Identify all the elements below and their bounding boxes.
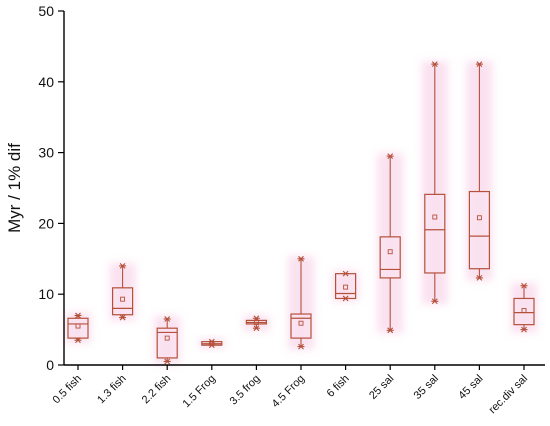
y-axis-label: Myr / 1% dif	[5, 143, 24, 233]
mean-marker	[75, 323, 81, 329]
max-marker	[119, 262, 126, 269]
max-marker	[521, 282, 527, 289]
box-rect	[67, 317, 89, 339]
x-tick-label: 1.5 Frog	[180, 373, 217, 410]
mean-marker	[343, 284, 349, 290]
max-marker	[431, 61, 438, 67]
box-glow	[332, 270, 359, 302]
mean-marker	[432, 214, 438, 220]
x-tick-label: 25 sal	[367, 373, 396, 402]
mean-marker	[476, 215, 482, 221]
box-rect	[513, 297, 535, 326]
min-marker	[208, 342, 215, 349]
min-marker	[476, 275, 483, 281]
y-tick-label: 40	[38, 74, 54, 90]
axes-layer	[63, 11, 545, 366]
y-tick-label: 30	[38, 145, 54, 161]
y-ticks: 0 10 20 30 40 50	[38, 3, 64, 373]
max-marker	[298, 255, 304, 262]
box-rect	[468, 190, 490, 270]
box-rect	[290, 313, 312, 339]
max-marker	[164, 316, 171, 322]
box-rect	[379, 236, 401, 279]
x-tick-label: 35 sal	[412, 373, 441, 402]
mean-marker	[120, 296, 126, 302]
box-rect	[156, 327, 178, 359]
max-marker	[75, 312, 81, 319]
y-tick-label: 10	[38, 286, 54, 302]
max-marker	[387, 153, 394, 160]
glow-layer	[65, 61, 537, 365]
max-marker	[253, 315, 260, 322]
min-marker	[75, 337, 81, 344]
x-tick-label: 45 sal	[456, 373, 485, 402]
x-tick-label: rec.div sal	[487, 373, 531, 417]
x-tick-label: 3.5 frog	[228, 373, 263, 408]
min-marker	[521, 326, 527, 333]
min-marker	[164, 358, 171, 365]
min-marker	[342, 295, 349, 302]
x-tick-label: 2.2 fish	[140, 373, 174, 407]
max-marker	[342, 270, 349, 277]
min-marker	[253, 325, 260, 332]
boxes-layer	[67, 61, 535, 365]
x-tick-label: 0.5 fish	[51, 373, 85, 407]
mean-marker	[164, 335, 170, 341]
y-tick-label: 20	[38, 215, 54, 231]
x-tick-label: 1.3 fish	[95, 373, 129, 407]
min-marker	[431, 298, 438, 305]
min-marker	[387, 327, 394, 334]
mean-marker	[387, 249, 393, 255]
mean-marker	[253, 320, 259, 325]
box-glow	[243, 315, 270, 332]
x-ticks: 0.5 fish 1.3 fish 2.2 fish 1.5 Frog 3.5 frog…	[51, 365, 531, 417]
min-marker	[119, 314, 126, 321]
max-marker	[476, 61, 483, 67]
x-tick-label: 4.5 Frog	[270, 373, 307, 410]
box-rect	[424, 193, 446, 274]
box-rect	[111, 287, 134, 316]
mean-marker	[521, 308, 527, 313]
y-tick-label: 50	[38, 3, 54, 19]
x-tick-label: 6 fish	[325, 373, 352, 400]
min-marker	[298, 343, 304, 350]
mean-marker	[298, 320, 304, 326]
y-tick-label: 0	[46, 357, 54, 373]
